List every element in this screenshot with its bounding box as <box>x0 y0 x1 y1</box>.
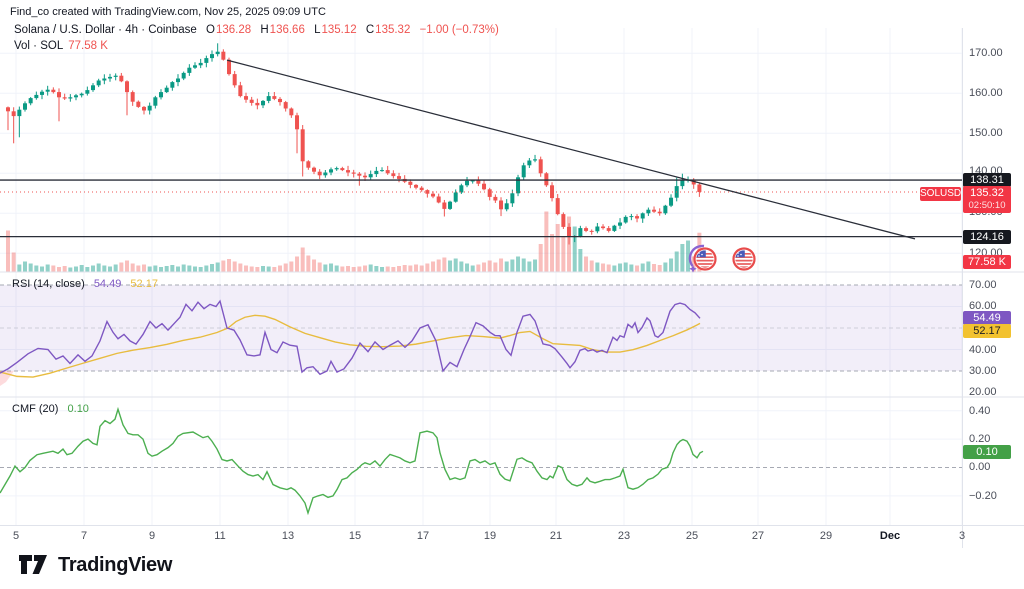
ohlc-open: O136.28 <box>206 24 252 36</box>
tradingview-logo[interactable]: TradingView <box>18 552 172 578</box>
rsi-line <box>0 299 701 376</box>
rsi-tick: 60.00 <box>969 300 997 312</box>
rsi-title: RSI (14, close) <box>12 278 85 290</box>
price-change: −1.00 (−0.73%) <box>419 24 499 36</box>
time-tick: 7 <box>80 530 88 542</box>
time-tick: 3 <box>958 530 966 542</box>
support-price-label: 124.16 <box>963 230 1011 244</box>
rsi-indicator-title[interactable]: RSI (14, close) 54.49 52.17 <box>12 278 158 290</box>
time-tick: 9 <box>148 530 156 542</box>
volume-value: 77.58 K <box>68 40 108 52</box>
rsi-value: 54.49 <box>93 278 122 290</box>
cmf-tick: −0.20 <box>969 490 997 502</box>
cmf-value: 0.10 <box>67 403 89 415</box>
price-tick: 160.00 <box>969 87 1003 99</box>
rsi-axis-label: 54.49 <box>963 311 1011 325</box>
ohlc-close: C135.32 <box>365 24 411 36</box>
rsi-tick: 70.00 <box>969 279 997 291</box>
rsi-tick: 40.00 <box>969 344 997 356</box>
rsi-band <box>0 285 962 371</box>
rsi-ma-value: 52.17 <box>130 278 158 290</box>
sparkle-swoosh-icon <box>688 244 705 267</box>
time-tick: 27 <box>751 530 765 542</box>
last-price-value: 135.32 <box>970 187 1004 199</box>
cmf-tick: 0.20 <box>969 433 991 445</box>
bar-countdown: 02:50:10 <box>968 200 1006 211</box>
cmf-tick: 0.40 <box>969 405 991 417</box>
cmf-title: CMF (20) <box>12 403 59 415</box>
volume-label: Vol · SOL <box>14 40 64 52</box>
cmf-axis-label: 0.10 <box>963 445 1011 459</box>
tradingview-logo-text: TradingView <box>58 553 173 576</box>
ohlc-low: L135.12 <box>314 24 357 36</box>
time-tick: 21 <box>549 530 563 542</box>
time-tick: 17 <box>416 530 430 542</box>
symbol-title: Solana / U.S. Dollar · 4h · Coinbase <box>14 24 197 36</box>
cmf-tick: 0.00 <box>969 461 991 473</box>
time-tick: 19 <box>483 530 497 542</box>
ohlc-high: H136.66 <box>260 24 305 36</box>
rsi-ma-axis-label: 52.17 <box>963 324 1011 338</box>
time-tick: 29 <box>819 530 833 542</box>
time-tick: 25 <box>685 530 699 542</box>
time-tick: 11 <box>214 530 226 542</box>
time-tick: 23 <box>617 530 631 542</box>
resistance-price-label: 138.31 <box>963 173 1011 187</box>
descending-trendline[interactable] <box>226 59 916 240</box>
cmf-line <box>0 406 704 516</box>
volume-indicator-title[interactable]: Vol · SOL 77.58 K <box>14 40 108 52</box>
last-price-label: 135.32 02:50:10 <box>963 186 1011 213</box>
time-tick: Dec <box>879 530 901 542</box>
volume-bars <box>6 211 702 272</box>
time-tick: 15 <box>348 530 362 542</box>
candles <box>6 43 702 245</box>
time-tick: 13 <box>281 530 295 542</box>
attribution-text: Find_co created with TradingView.com, No… <box>10 6 326 18</box>
symbol-info-bar[interactable]: Solana / U.S. Dollar · 4h · Coinbase O13… <box>14 24 499 36</box>
grid <box>0 28 963 525</box>
volume-axis-label: 77.58 K <box>963 255 1011 269</box>
rsi-tick: 30.00 <box>969 365 997 377</box>
symbol-tag-label: SOLUSD <box>920 187 962 201</box>
sparkle-star-icon <box>689 265 697 273</box>
rsi-tick: 20.00 <box>969 386 997 398</box>
tradingview-logo-icon <box>19 555 47 574</box>
time-tick: 5 <box>12 530 20 542</box>
price-tick: 150.00 <box>969 127 1003 139</box>
us-flag-sticker[interactable] <box>732 247 756 271</box>
price-tick: 170.00 <box>969 47 1003 59</box>
cmf-indicator-title[interactable]: CMF (20) 0.10 <box>12 403 89 415</box>
us-flag-sticker[interactable] <box>688 244 717 273</box>
